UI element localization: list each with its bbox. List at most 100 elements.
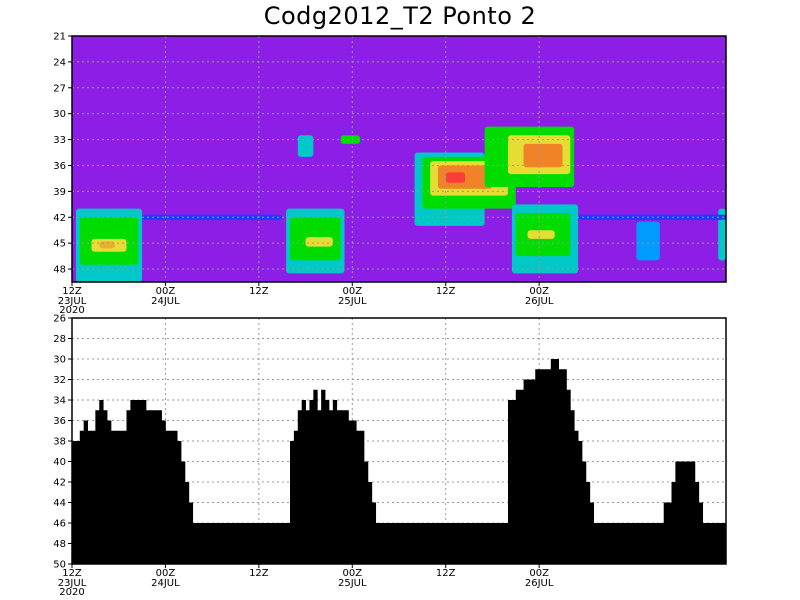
bar bbox=[543, 369, 548, 564]
bar bbox=[293, 430, 299, 564]
bar bbox=[593, 523, 598, 564]
bar bbox=[667, 502, 672, 564]
bar bbox=[465, 523, 470, 564]
bar-y-tick-label: 38 bbox=[53, 437, 66, 448]
bar bbox=[710, 523, 715, 564]
bar bbox=[118, 430, 124, 564]
heatmap-x-tick-label: 00Z bbox=[342, 286, 362, 297]
heatmap-cell bbox=[445, 172, 466, 183]
heatmap-y-tick-label: 33 bbox=[53, 135, 66, 146]
bar bbox=[301, 400, 306, 564]
bar bbox=[332, 400, 338, 564]
bar bbox=[648, 523, 653, 564]
bar bbox=[457, 523, 462, 564]
heatmap-x-tick-year: 2020 bbox=[59, 305, 84, 316]
bar-x-tick-date: 24JUL bbox=[151, 578, 180, 589]
bar bbox=[192, 523, 197, 564]
bar bbox=[508, 400, 513, 564]
bar bbox=[570, 410, 575, 564]
bar bbox=[601, 523, 606, 564]
bar bbox=[379, 523, 384, 564]
bar bbox=[270, 523, 275, 564]
bar-y-tick-label: 28 bbox=[53, 334, 66, 345]
bar bbox=[235, 523, 240, 564]
bar bbox=[399, 523, 404, 564]
bar bbox=[157, 410, 162, 564]
bar bbox=[613, 523, 618, 564]
bar bbox=[644, 523, 649, 564]
bar bbox=[581, 461, 587, 564]
heatmap-x-tick-date: 24JUL bbox=[151, 296, 180, 307]
bar bbox=[675, 461, 680, 564]
bar bbox=[196, 523, 201, 564]
bar bbox=[254, 523, 260, 564]
bar bbox=[550, 359, 556, 564]
bar bbox=[208, 523, 213, 564]
bar bbox=[714, 523, 719, 564]
bar-x-tick-year: 2020 bbox=[59, 587, 84, 598]
bar bbox=[227, 523, 233, 564]
bar bbox=[348, 420, 353, 564]
bar bbox=[663, 502, 669, 564]
bar-x-tick-label: 12Z bbox=[62, 568, 82, 579]
bar bbox=[79, 430, 85, 564]
bar bbox=[188, 502, 194, 564]
bar bbox=[698, 502, 704, 564]
bar bbox=[422, 523, 427, 564]
bar bbox=[469, 523, 474, 564]
heatmap-y-tick-label: 27 bbox=[53, 83, 66, 94]
bar bbox=[449, 523, 454, 564]
bar-y-tick-label: 44 bbox=[53, 498, 66, 509]
bar bbox=[290, 441, 295, 564]
bar bbox=[184, 482, 190, 564]
bar bbox=[251, 523, 256, 564]
bar bbox=[515, 389, 521, 564]
bar bbox=[578, 441, 583, 564]
bar bbox=[258, 523, 264, 564]
bar bbox=[336, 410, 342, 564]
bar bbox=[441, 523, 447, 564]
heatmap-y-tick-label: 42 bbox=[53, 213, 66, 224]
bar bbox=[523, 379, 528, 564]
bar bbox=[418, 523, 423, 564]
bar bbox=[539, 369, 544, 564]
bar bbox=[589, 502, 595, 564]
bar bbox=[511, 400, 517, 564]
bar bbox=[500, 523, 505, 564]
bar bbox=[219, 523, 225, 564]
bar bbox=[200, 523, 205, 564]
heatmap-x-tick-date: 26JUL bbox=[525, 296, 554, 307]
bar-y-tick-label: 50 bbox=[53, 560, 66, 571]
bar bbox=[574, 430, 579, 564]
heatmap-panel: 2124273033363942454812Z23JUL202000Z24JUL… bbox=[53, 32, 727, 316]
bar bbox=[153, 410, 159, 564]
heatmap-cell bbox=[305, 237, 333, 247]
bar bbox=[278, 523, 283, 564]
bar bbox=[231, 523, 236, 564]
bar bbox=[387, 523, 392, 564]
heatmap-x-tick-label: 12Z bbox=[249, 286, 269, 297]
heatmap-y-tick-label: 45 bbox=[53, 239, 66, 250]
bar bbox=[239, 523, 244, 564]
bar bbox=[628, 523, 633, 564]
heatmap-x-tick-date: 25JUL bbox=[338, 296, 367, 307]
heatmap-y-tick-label: 24 bbox=[53, 57, 66, 68]
bar bbox=[317, 410, 322, 564]
heatmap-x-tick-label: 12Z bbox=[62, 286, 82, 297]
bar bbox=[597, 523, 602, 564]
bar bbox=[313, 389, 318, 564]
bar-y-tick-label: 42 bbox=[53, 478, 66, 489]
bar bbox=[72, 441, 77, 564]
bar bbox=[566, 389, 571, 564]
bar bbox=[488, 523, 493, 564]
bar bbox=[620, 523, 626, 564]
bar-x-tick-date: 25JUL bbox=[338, 578, 367, 589]
bar bbox=[173, 430, 178, 564]
bar bbox=[360, 430, 365, 564]
bar bbox=[562, 369, 567, 564]
bar bbox=[371, 502, 377, 564]
bar bbox=[722, 523, 727, 564]
bar bbox=[434, 523, 439, 564]
bar bbox=[212, 523, 217, 564]
